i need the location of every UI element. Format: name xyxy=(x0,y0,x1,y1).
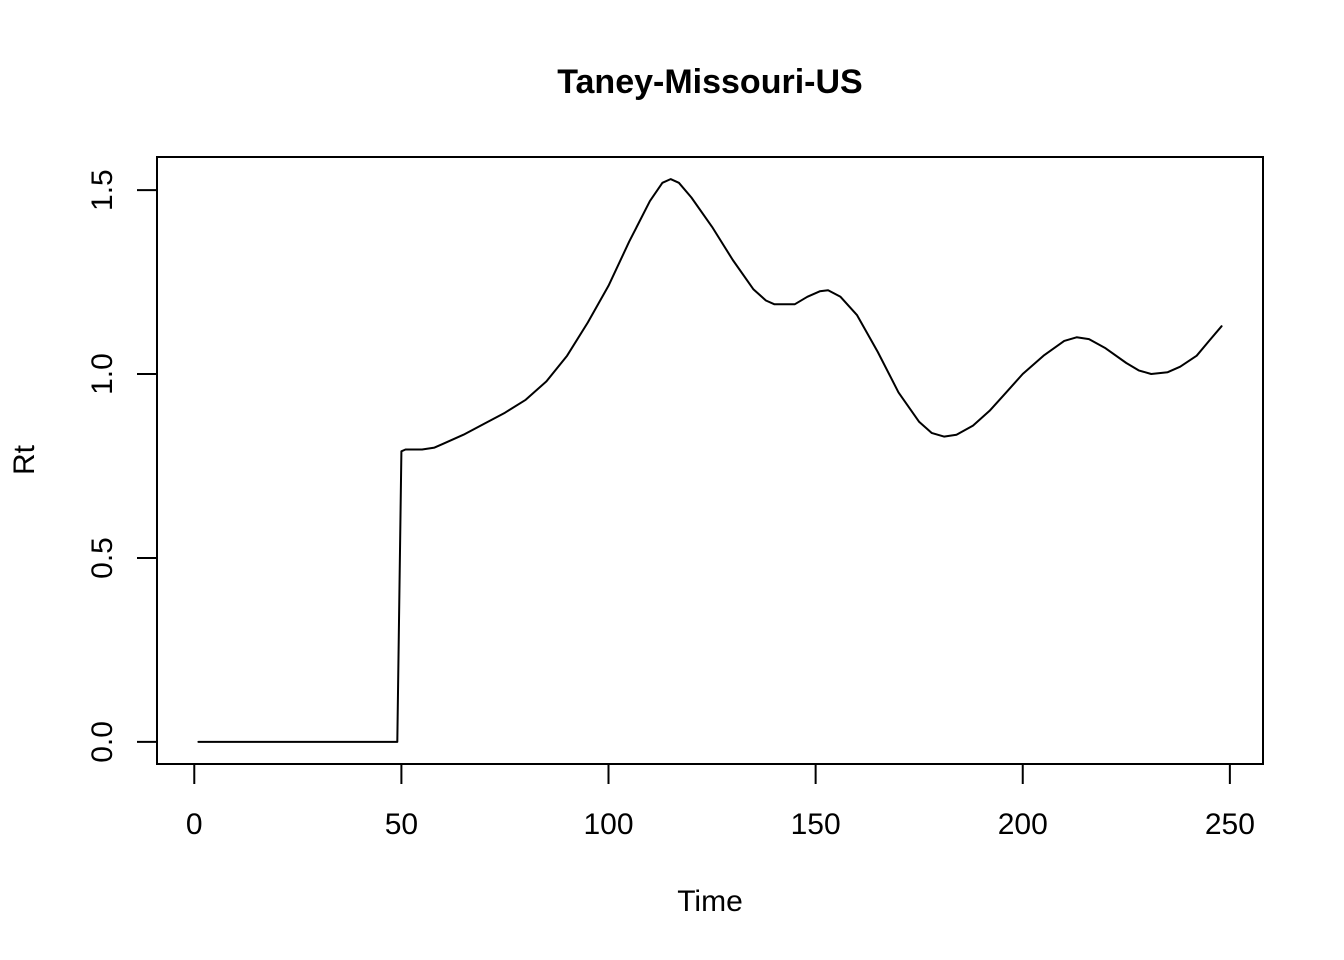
series-line xyxy=(197,178,1223,743)
chart-title: Taney-Missouri-US xyxy=(557,63,862,101)
y-tick-label: 0.0 xyxy=(86,721,119,763)
x-tick-label: 200 xyxy=(998,808,1048,841)
x-tick-label: 0 xyxy=(186,808,203,841)
y-tick-label: 0.5 xyxy=(86,537,119,579)
x-axis: 0 50 100 150 200 250 xyxy=(186,763,1255,841)
x-axis-label: Time xyxy=(677,885,743,918)
x-tick-label: 250 xyxy=(1205,808,1255,841)
y-tick-label: 1.5 xyxy=(86,169,119,211)
y-axis: 0.0 0.5 1.0 1.5 xyxy=(86,169,158,763)
x-tick-label: 50 xyxy=(385,808,418,841)
series-layer xyxy=(197,178,1223,743)
x-tick-label: 150 xyxy=(791,808,841,841)
plot-frame xyxy=(156,156,1264,765)
y-axis-label: Rt xyxy=(8,444,41,475)
x-tick-label: 100 xyxy=(583,808,633,841)
y-tick-label: 1.0 xyxy=(86,353,119,395)
